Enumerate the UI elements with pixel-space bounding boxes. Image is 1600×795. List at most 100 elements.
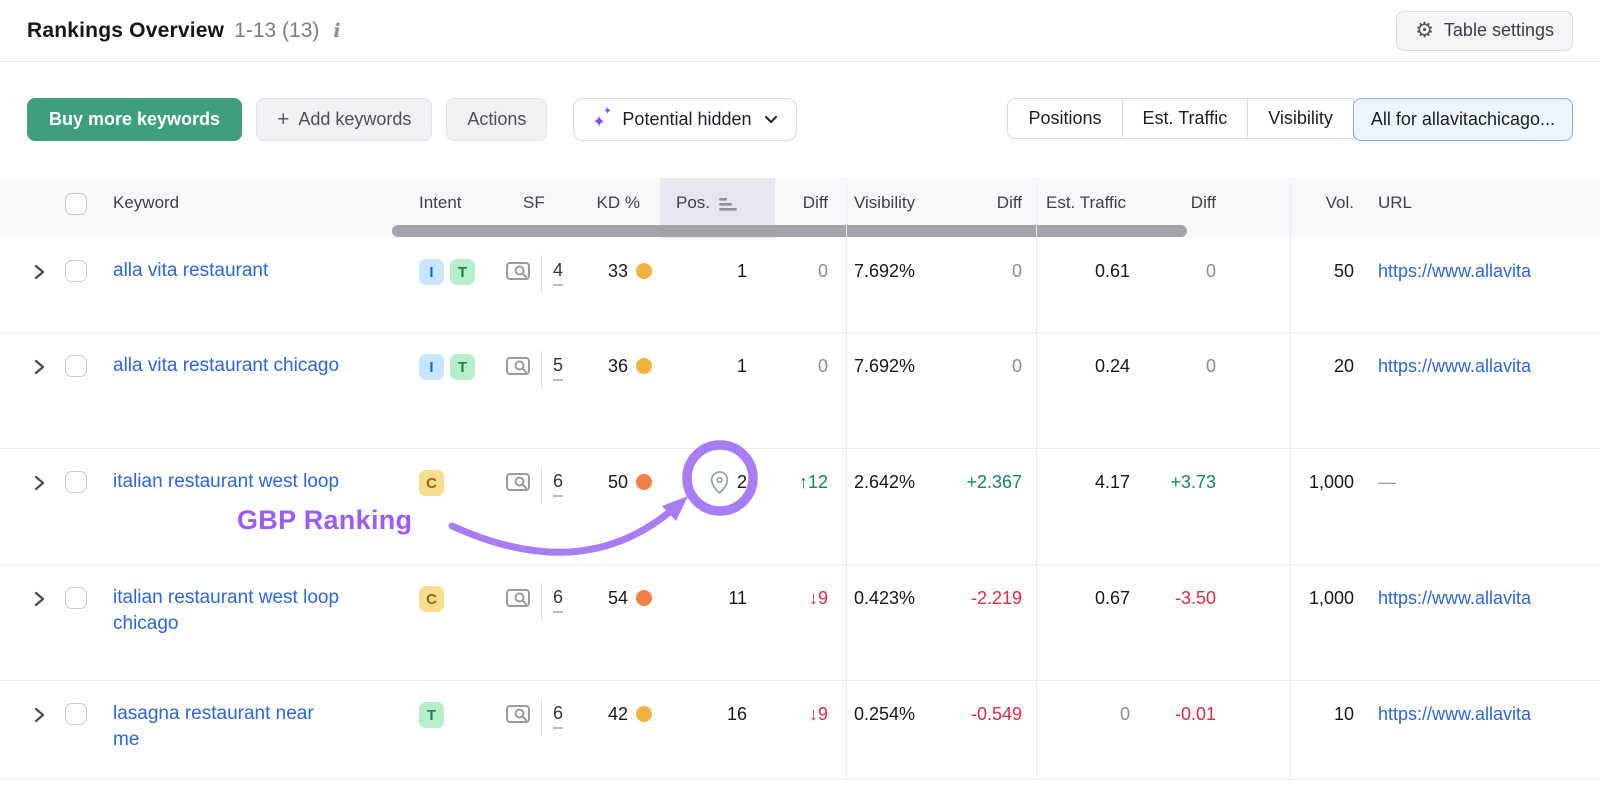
kd-difficulty-dot bbox=[636, 263, 652, 279]
sf-count[interactable]: 5 bbox=[553, 354, 564, 381]
sort-ascending-icon bbox=[719, 197, 738, 211]
keyword-link[interactable]: alla vita restaurant chicago bbox=[113, 355, 340, 376]
select-all-checkbox[interactable] bbox=[65, 193, 87, 215]
toolbar: Buy more keywords + Add keywords Actions… bbox=[0, 62, 1600, 178]
column-header-est-traffic[interactable]: Est. Traffic bbox=[1046, 193, 1126, 212]
title-bar: Rankings Overview 1-13 (13) i ⚙ Table se… bbox=[0, 0, 1600, 62]
intent-badge-transactional[interactable]: T bbox=[450, 259, 475, 285]
column-header-pos-diff[interactable]: Diff bbox=[802, 193, 828, 212]
intent-badge-commercial[interactable]: C bbox=[419, 470, 444, 496]
visibility-diff: +2.367 bbox=[966, 472, 1022, 492]
table-horizontal-scrollbar[interactable] bbox=[392, 225, 1187, 237]
column-divider bbox=[1290, 182, 1291, 780]
view-tab-visibility[interactable]: Visibility bbox=[1248, 98, 1354, 139]
chevron-right-icon bbox=[34, 264, 45, 280]
serp-features-icon[interactable] bbox=[505, 703, 531, 727]
row-checkbox[interactable] bbox=[65, 703, 87, 725]
volume-value: 20 bbox=[1333, 356, 1354, 376]
divider bbox=[541, 698, 542, 736]
position-value: 1 bbox=[736, 356, 747, 376]
serp-features-icon[interactable] bbox=[505, 260, 531, 284]
intent-badge-commercial[interactable]: C bbox=[419, 586, 444, 612]
view-tab-positions[interactable]: Positions bbox=[1007, 98, 1123, 139]
position-value: 16 bbox=[726, 704, 747, 724]
volume-value: 1,000 bbox=[1308, 588, 1354, 608]
intent-badge-informational[interactable]: I bbox=[419, 354, 444, 380]
traffic-diff: +3.73 bbox=[1170, 472, 1216, 492]
row-expand-button[interactable] bbox=[27, 353, 57, 380]
url-link[interactable]: https://www.allavita bbox=[1378, 704, 1532, 724]
traffic-value: 0.61 bbox=[1094, 261, 1130, 281]
visibility-diff: 0 bbox=[1011, 261, 1022, 281]
actions-button[interactable]: Actions bbox=[446, 98, 548, 141]
column-header-url[interactable]: URL bbox=[1378, 193, 1413, 212]
row-expand-button[interactable] bbox=[27, 701, 57, 728]
column-header-kd[interactable]: KD % bbox=[596, 193, 640, 212]
view-tab-all-domain[interactable]: All for allavitachicago... bbox=[1352, 98, 1573, 141]
keyword-link[interactable]: italian restaurant west loop bbox=[113, 471, 340, 492]
serp-features-icon[interactable] bbox=[505, 471, 531, 495]
potential-hidden-dropdown[interactable]: ✦ ✦ Potential hidden bbox=[573, 98, 797, 141]
position-value: 2 bbox=[736, 472, 747, 492]
info-icon[interactable]: i bbox=[333, 19, 341, 42]
kd-value: 42 bbox=[607, 704, 628, 724]
column-header-sf[interactable]: SF bbox=[523, 193, 545, 212]
traffic-diff: 0 bbox=[1205, 356, 1216, 376]
traffic-diff: -0.01 bbox=[1174, 704, 1216, 724]
sf-count[interactable]: 6 bbox=[553, 470, 564, 497]
add-keywords-label: Add keywords bbox=[298, 109, 412, 129]
volume-value: 10 bbox=[1333, 704, 1354, 724]
sf-count[interactable]: 6 bbox=[553, 702, 564, 729]
map-pin-icon bbox=[710, 471, 729, 495]
column-header-keyword[interactable]: Keyword bbox=[113, 193, 180, 212]
divider bbox=[541, 255, 542, 293]
row-checkbox[interactable] bbox=[65, 260, 87, 282]
traffic-diff: -3.50 bbox=[1174, 588, 1216, 608]
keyword-link[interactable]: alla vita restaurant bbox=[113, 260, 269, 281]
intent-badge-transactional[interactable]: T bbox=[450, 354, 475, 380]
view-tab-est-traffic[interactable]: Est. Traffic bbox=[1122, 98, 1249, 139]
row-checkbox[interactable] bbox=[65, 587, 87, 609]
buy-more-keywords-button[interactable]: Buy more keywords bbox=[27, 98, 243, 141]
position-value: 11 bbox=[728, 588, 747, 608]
column-header-traffic-diff[interactable]: Diff bbox=[1190, 193, 1216, 212]
url-link[interactable]: https://www.allavita bbox=[1378, 588, 1532, 608]
serp-features-icon[interactable] bbox=[505, 355, 531, 379]
intent-badge-transactional[interactable]: T bbox=[419, 702, 444, 728]
traffic-value: 0 bbox=[1119, 704, 1130, 724]
table-settings-button[interactable]: ⚙ Table settings bbox=[1396, 10, 1573, 51]
keyword-link[interactable]: lasagna restaurant near me bbox=[113, 703, 314, 750]
sf-count[interactable]: 6 bbox=[553, 586, 564, 613]
position-diff: 0 bbox=[817, 356, 828, 376]
gear-icon: ⚙ bbox=[1415, 19, 1434, 42]
divider bbox=[541, 582, 542, 620]
table-row: lasagna restaurant near me T 6 42 16 ↓9 … bbox=[0, 681, 1600, 780]
kd-value: 54 bbox=[607, 588, 628, 608]
column-header-intent[interactable]: Intent bbox=[419, 193, 462, 212]
traffic-diff: 0 bbox=[1205, 261, 1216, 281]
url-link[interactable]: https://www.allavita bbox=[1378, 356, 1532, 376]
visibility-diff: -2.219 bbox=[970, 588, 1022, 608]
serp-features-icon[interactable] bbox=[505, 587, 531, 611]
add-keywords-button[interactable]: + Add keywords bbox=[256, 98, 433, 141]
traffic-value: 0.67 bbox=[1094, 588, 1130, 608]
visibility-value: 7.692% bbox=[854, 356, 916, 376]
kd-value: 36 bbox=[607, 356, 628, 376]
table-row: alla vita restaurant I T 4 33 1 0 7.692%… bbox=[0, 238, 1600, 333]
column-divider bbox=[846, 182, 847, 780]
column-header-vis-diff[interactable]: Diff bbox=[996, 193, 1022, 212]
row-expand-button[interactable] bbox=[27, 469, 57, 496]
row-expand-button[interactable] bbox=[27, 258, 57, 285]
volume-value: 1,000 bbox=[1308, 472, 1354, 492]
row-expand-button[interactable] bbox=[27, 585, 57, 612]
column-header-vol[interactable]: Vol. bbox=[1325, 193, 1354, 212]
row-checkbox[interactable] bbox=[65, 471, 87, 493]
intent-badge-informational[interactable]: I bbox=[419, 259, 444, 285]
visibility-value: 0.254% bbox=[854, 704, 916, 724]
column-header-visibility[interactable]: Visibility bbox=[854, 193, 916, 212]
sf-count[interactable]: 4 bbox=[553, 259, 564, 286]
position-diff: 0 bbox=[817, 261, 828, 281]
keyword-link[interactable]: italian restaurant west loop chicago bbox=[113, 587, 340, 634]
row-checkbox[interactable] bbox=[65, 355, 87, 377]
url-link[interactable]: https://www.allavita bbox=[1378, 261, 1532, 281]
